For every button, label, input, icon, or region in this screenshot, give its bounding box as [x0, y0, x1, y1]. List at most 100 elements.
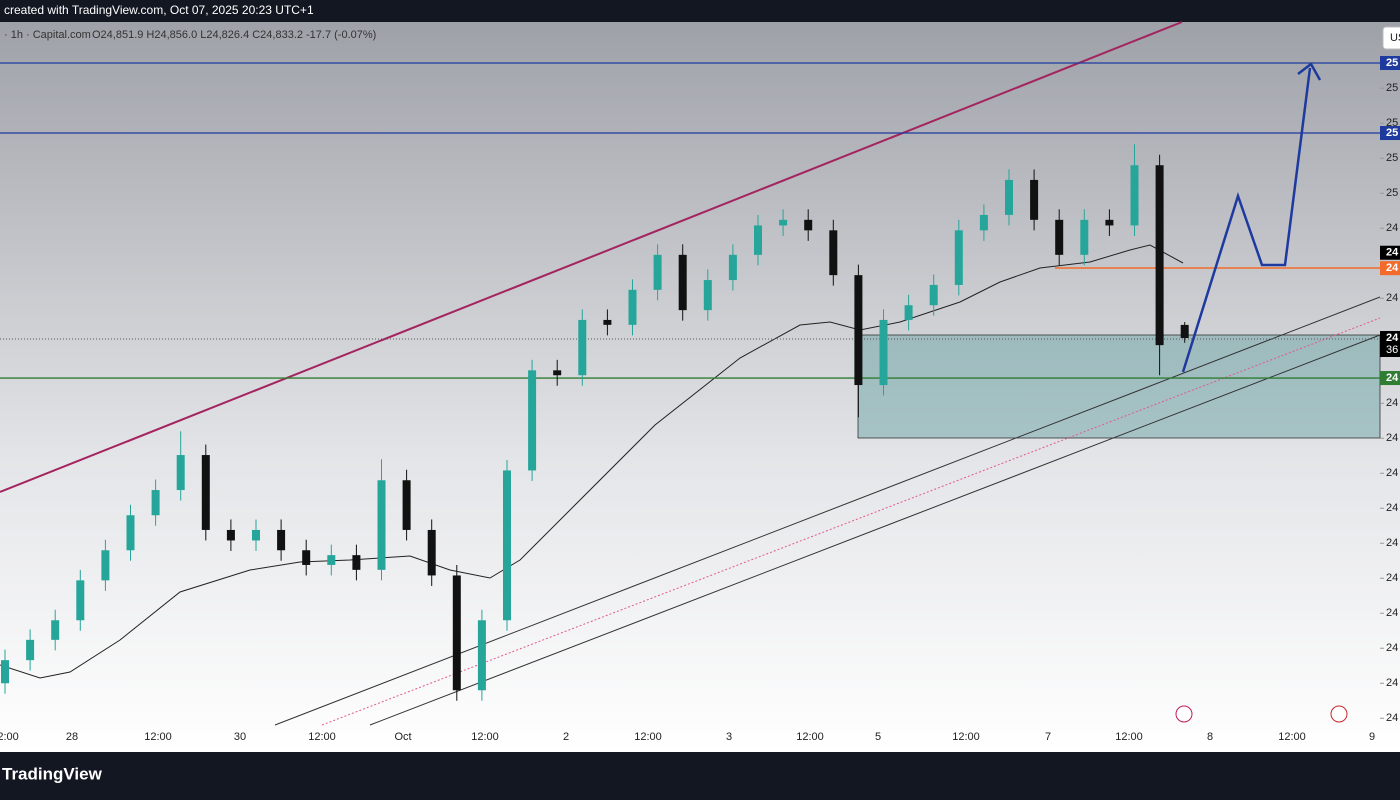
x-tick-label: 12:00 [1115, 731, 1143, 743]
top-bar [0, 0, 1400, 22]
data-layer: 2525252524242424242424242424242412:00281… [0, 56, 1400, 743]
candle-body [51, 620, 60, 640]
candle-body [653, 254, 662, 290]
candle-body [829, 230, 838, 276]
price-tag [1380, 126, 1400, 141]
x-tick-label: 2 [563, 731, 569, 743]
candle-body [1155, 165, 1164, 346]
x-tick-label: 28 [66, 731, 78, 743]
y-tick-label: 25 [1386, 152, 1398, 164]
candle-body [277, 529, 286, 551]
price-tag [1380, 371, 1400, 386]
candle-body [678, 254, 687, 311]
candle-body [377, 480, 386, 570]
price-tag [1380, 330, 1400, 357]
candle-body [929, 284, 938, 306]
y-tick-label: 24 [1386, 712, 1398, 724]
x-tick-label: 12:00 [471, 731, 499, 743]
x-tick-label: 12:00 [0, 731, 19, 743]
price-tag-label: 24 [1386, 262, 1399, 274]
candle-body [477, 620, 486, 691]
y-tick-label: 25 [1386, 82, 1398, 94]
ohlc: O24,851.9 H24,856.0 L24,826.4 C24,833.2 [92, 29, 303, 41]
candle-body [879, 319, 888, 386]
y-tick-label: 24 [1386, 642, 1398, 654]
y-tick-label: 24 [1386, 397, 1398, 409]
price-tag [1380, 56, 1400, 71]
candle-body [754, 225, 762, 255]
candle-body [528, 370, 537, 471]
x-tick-label: 12:00 [796, 731, 824, 743]
x-tick-label: 12:00 [1278, 731, 1306, 743]
event-icon[interactable] [1175, 705, 1193, 723]
x-tick-label: 8 [1207, 731, 1213, 743]
candle-body [1, 660, 9, 684]
y-tick-label: 25 [1386, 187, 1398, 199]
price-tag-label: 25 [1386, 57, 1398, 69]
x-tick-label: 5 [875, 731, 881, 743]
candle-body [201, 455, 210, 530]
candle-body [151, 490, 160, 516]
candle-body [126, 515, 135, 551]
bottom-bar [0, 752, 1400, 800]
channel-top [0, 21, 1183, 493]
y-tick-label: 24 [1386, 222, 1398, 234]
candle-body [603, 319, 612, 325]
change: -17.7 (-0.07%) [306, 29, 376, 41]
candle-body [503, 470, 511, 621]
candle-body [252, 529, 260, 541]
candle-body [226, 529, 235, 541]
price-tag-sub: 36 [1386, 344, 1398, 356]
demand-zone [857, 334, 1381, 439]
candle-body [1180, 324, 1189, 338]
y-tick-label: 24 [1386, 572, 1398, 584]
candle-body [1055, 219, 1064, 255]
candle-body [302, 550, 311, 565]
candle-body [1005, 179, 1013, 215]
candle-body [1130, 165, 1139, 226]
candle-body [352, 555, 361, 570]
y-tick-label: 24 [1386, 677, 1398, 689]
y-tick-label: 24 [1386, 607, 1398, 619]
brand: TradingView [2, 764, 103, 783]
candle-body [854, 275, 863, 386]
y-tick-label: 24 [1386, 467, 1398, 479]
y-tick-label: 24 [1386, 537, 1398, 549]
x-tick-label: 3 [726, 731, 732, 743]
candle-body [1030, 179, 1039, 220]
candle-body [728, 254, 737, 281]
candle-body [427, 529, 436, 576]
x-tick-label: Oct [394, 731, 411, 743]
x-tick-label: 12:00 [634, 731, 662, 743]
candle-body [804, 219, 813, 231]
x-tick-label: 9 [1369, 731, 1375, 743]
trendline [369, 334, 1381, 726]
price-tag-label: 24 [1386, 372, 1399, 384]
candle-body [176, 455, 185, 491]
candle-body [553, 370, 562, 376]
candle-body [779, 219, 788, 226]
candle-body [26, 639, 35, 661]
currency: US [1390, 32, 1400, 44]
currency-box[interactable] [1382, 26, 1400, 50]
candle-body [1105, 219, 1114, 226]
candle-body [76, 580, 85, 621]
candle-body [979, 214, 988, 231]
candle-body [578, 319, 587, 376]
y-tick-label: 24 [1386, 502, 1398, 514]
candle-body [954, 230, 963, 285]
x-tick-label: 7 [1045, 731, 1051, 743]
caption: created with TradingView.com, Oct 07, 20… [4, 3, 314, 17]
price-tag-label: 24 [1386, 332, 1399, 344]
flag-icon[interactable] [1330, 705, 1348, 723]
price-tag [1380, 245, 1400, 260]
y-tick-label: 24 [1386, 292, 1398, 304]
x-tick-label: 30 [234, 731, 246, 743]
price-tag-label: 25 [1386, 127, 1398, 139]
candle-body [703, 280, 712, 311]
candle-body [402, 480, 411, 530]
x-tick-label: 12:00 [952, 731, 980, 743]
candle-body [452, 575, 461, 691]
